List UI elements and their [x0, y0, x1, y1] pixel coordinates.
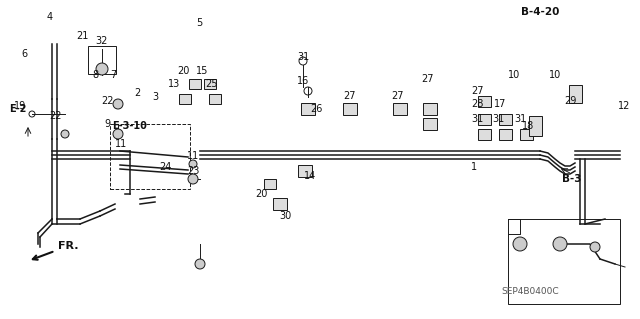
Text: 23: 23 — [187, 166, 199, 176]
Text: B-4-20: B-4-20 — [521, 7, 559, 17]
Text: 11: 11 — [115, 139, 127, 149]
Bar — [393, 103, 407, 115]
Text: 25: 25 — [205, 79, 217, 89]
Circle shape — [113, 129, 123, 139]
Circle shape — [513, 237, 527, 251]
Circle shape — [188, 174, 198, 184]
Text: 14: 14 — [304, 171, 316, 181]
Text: E-3-10: E-3-10 — [113, 121, 147, 131]
Bar — [88, 46, 116, 74]
Bar — [477, 114, 490, 124]
Text: 22: 22 — [100, 96, 113, 106]
Bar — [264, 179, 276, 189]
Bar — [529, 116, 541, 136]
Text: 32: 32 — [96, 36, 108, 46]
Text: 13: 13 — [168, 79, 180, 89]
Bar — [189, 79, 201, 89]
Bar — [568, 85, 582, 103]
Text: 26: 26 — [310, 104, 322, 114]
Circle shape — [96, 63, 108, 75]
Bar — [343, 103, 357, 115]
Text: 10: 10 — [549, 70, 561, 80]
Bar — [209, 94, 221, 104]
Circle shape — [553, 237, 567, 251]
Text: 6: 6 — [21, 49, 27, 59]
Bar — [298, 165, 312, 177]
Text: 27: 27 — [472, 86, 484, 96]
Bar — [423, 103, 437, 115]
Text: 31: 31 — [492, 114, 504, 124]
Text: E-2: E-2 — [10, 104, 27, 114]
Text: 22: 22 — [49, 111, 61, 121]
Text: 9: 9 — [104, 119, 110, 129]
Text: 30: 30 — [279, 211, 291, 221]
Circle shape — [590, 242, 600, 252]
Text: 24: 24 — [159, 162, 171, 172]
Bar — [273, 198, 287, 210]
Bar — [477, 95, 490, 107]
Text: 17: 17 — [494, 99, 506, 109]
Bar — [520, 129, 532, 139]
Bar — [499, 129, 511, 139]
Text: 16: 16 — [297, 76, 309, 86]
Circle shape — [113, 99, 123, 109]
Text: 2: 2 — [134, 88, 140, 98]
Text: 19: 19 — [14, 101, 26, 111]
Text: 8: 8 — [92, 70, 98, 80]
Text: 27: 27 — [392, 91, 404, 101]
Text: 31: 31 — [297, 52, 309, 62]
Text: 12: 12 — [618, 101, 630, 111]
Text: 27: 27 — [422, 74, 435, 84]
Text: 11: 11 — [187, 151, 199, 161]
Text: 1: 1 — [471, 162, 477, 172]
Text: 20: 20 — [255, 189, 267, 199]
Text: 10: 10 — [508, 70, 520, 80]
Bar — [477, 129, 490, 139]
Circle shape — [195, 259, 205, 269]
Text: 27: 27 — [343, 91, 355, 101]
Text: SEP4B0400C: SEP4B0400C — [501, 286, 559, 295]
Text: 18: 18 — [522, 121, 534, 131]
Text: 31: 31 — [514, 114, 526, 124]
Text: B-3: B-3 — [563, 174, 582, 184]
Text: 15: 15 — [196, 66, 208, 76]
Text: 28: 28 — [471, 99, 483, 109]
Text: 31: 31 — [471, 114, 483, 124]
Text: 29: 29 — [564, 96, 576, 106]
Text: 4: 4 — [47, 12, 53, 22]
Bar — [301, 103, 315, 115]
Text: 20: 20 — [177, 66, 189, 76]
Text: 5: 5 — [196, 18, 202, 28]
Text: 3: 3 — [152, 92, 158, 102]
Bar — [110, 124, 190, 189]
Text: 21: 21 — [76, 31, 88, 41]
Circle shape — [189, 160, 197, 168]
Circle shape — [61, 130, 69, 138]
Bar — [204, 79, 216, 89]
Text: 7: 7 — [110, 70, 116, 80]
Text: FR.: FR. — [33, 241, 79, 260]
Bar — [423, 118, 437, 130]
Bar — [179, 94, 191, 104]
Bar — [499, 114, 511, 124]
